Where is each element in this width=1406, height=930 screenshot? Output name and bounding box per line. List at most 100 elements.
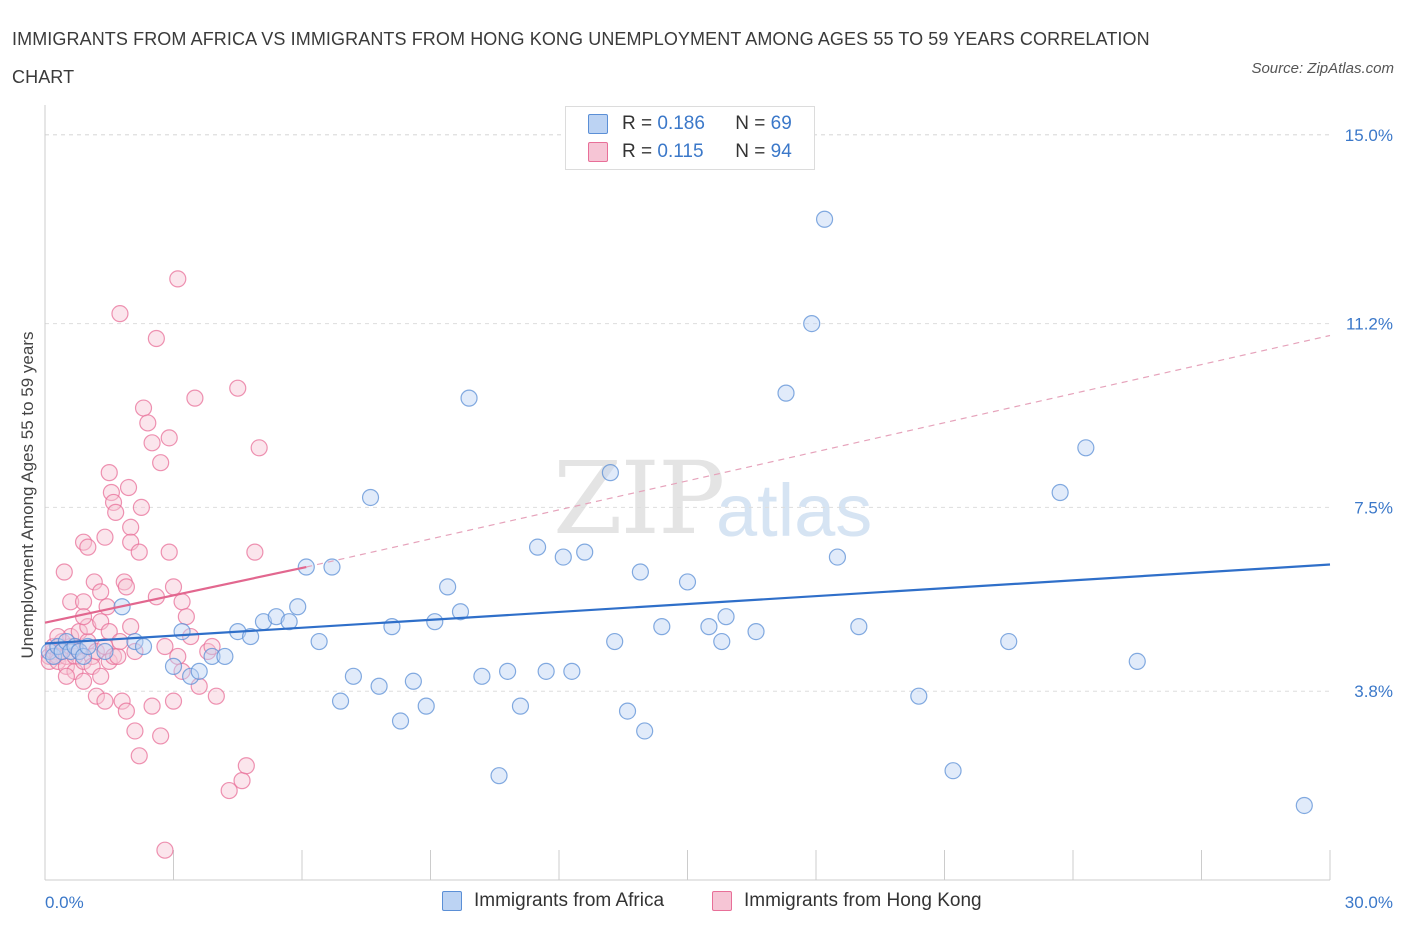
africa-point <box>439 578 457 596</box>
hongkong-point <box>122 618 140 636</box>
hongkong-point <box>104 647 123 666</box>
africa-point <box>79 637 97 656</box>
hongkong-point <box>92 667 110 685</box>
chart-source: Source: ZipAtlas.com <box>1251 60 1394 77</box>
hongkong-point <box>250 439 268 457</box>
africa-point <box>636 722 654 740</box>
watermark-atlas: atlas <box>716 469 873 552</box>
africa-point <box>601 464 620 482</box>
n-value: 94 <box>770 141 792 162</box>
hongkong-point <box>113 692 131 710</box>
hongkong-point <box>143 697 161 715</box>
hongkong-point <box>74 593 93 611</box>
hongkong-point <box>164 578 183 596</box>
r-label: R = <box>622 141 653 162</box>
africa-point <box>242 627 260 646</box>
hongkong-point <box>100 464 118 482</box>
legend-item-hongkong[interactable]: Immigrants from Hong Kong <box>712 890 982 912</box>
africa-point <box>267 608 285 626</box>
africa-point <box>537 662 555 680</box>
africa-point <box>618 702 637 720</box>
hongkong-point <box>122 518 140 536</box>
africa-point <box>74 647 93 666</box>
hongkong-point <box>220 781 238 800</box>
hongkong-point <box>79 538 97 556</box>
africa-point <box>164 657 183 675</box>
hongkong-point <box>98 598 116 616</box>
n-label: N = <box>735 113 766 134</box>
africa-point <box>134 637 153 656</box>
hongkong-point <box>130 747 148 765</box>
africa-point <box>717 608 735 626</box>
africa-point <box>828 548 847 566</box>
africa-point <box>182 667 200 685</box>
legend-label-africa: Immigrants from Africa <box>474 890 665 911</box>
chart-title: IMMIGRANTS FROM AFRICA VS IMMIGRANTS FRO… <box>12 29 1150 87</box>
hongkong-point <box>96 692 114 710</box>
africa-point <box>631 563 649 581</box>
hongkong-point <box>62 593 80 611</box>
africa-point <box>528 538 547 556</box>
africa-point <box>777 384 795 402</box>
y-tick-label: 11.2% <box>1346 315 1393 334</box>
africa-point <box>499 662 517 680</box>
hongkong-point <box>237 757 255 775</box>
hongkong-point <box>55 563 73 581</box>
africa-point <box>944 762 962 780</box>
africa-point <box>190 662 208 680</box>
hongkong-point <box>96 528 114 546</box>
hongkong-point <box>130 543 148 561</box>
africa-point <box>426 613 444 631</box>
hongkong-point <box>186 389 204 407</box>
africa-point <box>653 618 671 636</box>
hongkong-point <box>57 667 76 685</box>
hongkong-trend-extension <box>306 334 1331 568</box>
hongkong-trend-line <box>44 565 307 624</box>
hongkong-point <box>229 379 247 397</box>
x-tick-label: 0.0% <box>45 893 84 912</box>
africa-point <box>344 667 362 685</box>
africa-trend-line <box>44 563 1331 645</box>
hongkong-point <box>177 608 195 626</box>
hongkong-point <box>169 270 187 288</box>
hongkong-point <box>156 841 174 859</box>
r-label: R = <box>622 113 653 134</box>
hongkong-point <box>160 429 178 447</box>
hongkong-swatch <box>588 142 608 162</box>
hongkong-point <box>79 618 97 636</box>
hongkong-point <box>119 478 138 497</box>
hongkong-point <box>132 498 150 517</box>
africa-point <box>460 389 478 407</box>
y-tick-label: 7.5% <box>1354 498 1393 517</box>
africa-point <box>96 642 114 661</box>
hongkong-point <box>111 305 129 323</box>
hongkong-point <box>143 434 161 452</box>
hongkong-point <box>156 637 174 656</box>
africa-point <box>910 687 928 705</box>
stats-legend-row-africa: R = 0.186 N = 69 <box>588 113 792 135</box>
hongkong-point <box>109 647 127 666</box>
africa-point <box>678 573 697 591</box>
legend-item-africa[interactable]: Immigrants from Africa <box>442 890 664 912</box>
africa-point <box>44 647 63 666</box>
n-label: N = <box>735 141 766 162</box>
hongkong-legend-swatch <box>712 891 732 911</box>
africa-point <box>289 598 307 616</box>
africa-point <box>1128 652 1146 671</box>
hongkong-point <box>107 503 125 521</box>
stats-legend: R = 0.186 N = 69 R = 0.115 N = 94 <box>565 106 815 170</box>
hongkong-point <box>207 687 225 705</box>
watermark-zip: ZIP <box>553 440 725 557</box>
series-legend: Immigrants from Africa Immigrants from H… <box>0 890 1406 914</box>
africa-point <box>815 210 834 228</box>
y-tick-label: 15.0% <box>1345 126 1393 145</box>
africa-point <box>404 672 422 690</box>
hongkong-point <box>147 329 165 348</box>
africa-point <box>713 632 731 651</box>
africa-point <box>203 647 221 666</box>
hongkong-point <box>173 593 191 611</box>
hongkong-point <box>126 722 144 740</box>
hongkong-point <box>134 399 153 417</box>
hongkong-point <box>117 578 135 596</box>
africa-point <box>554 548 572 566</box>
